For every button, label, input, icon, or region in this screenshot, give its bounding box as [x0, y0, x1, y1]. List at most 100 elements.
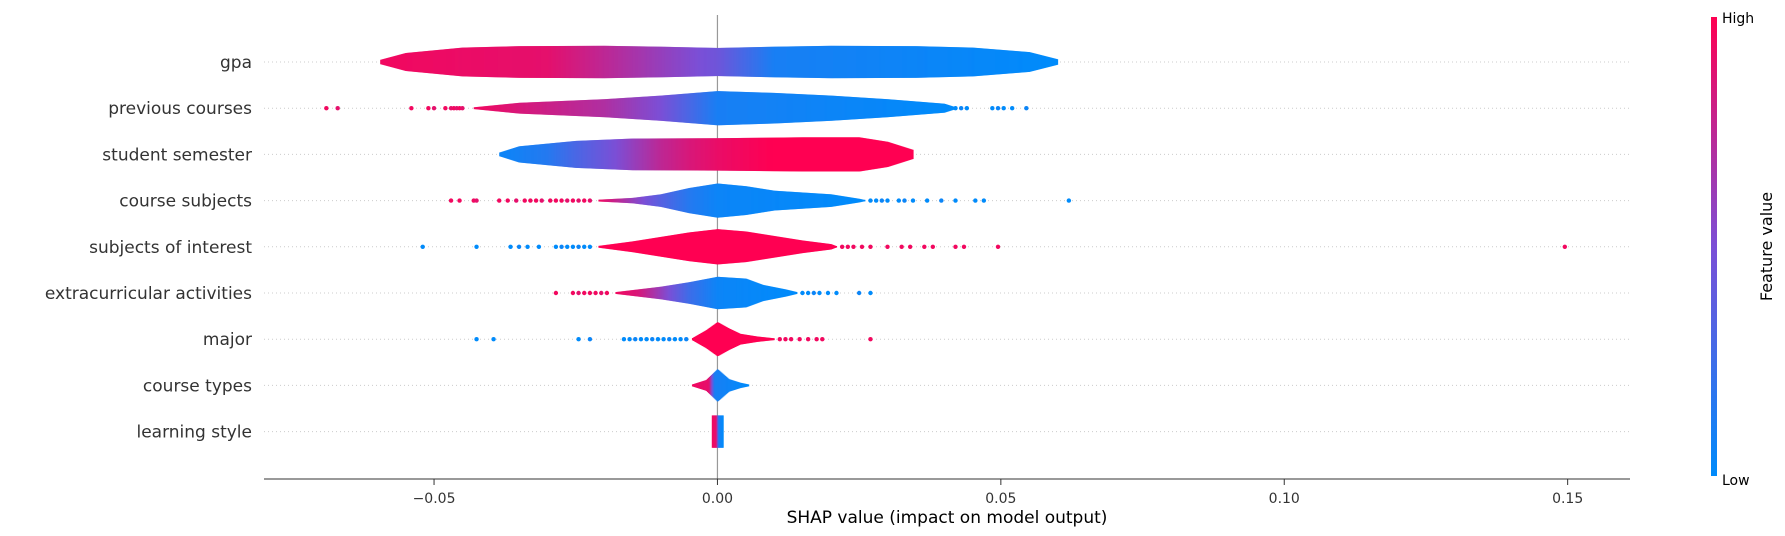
violin-slice	[872, 98, 875, 119]
violin-slice	[608, 98, 611, 118]
violin-slice	[605, 99, 608, 118]
violin-slice	[485, 106, 488, 111]
violin-slice	[757, 137, 759, 172]
violin-slice	[804, 240, 807, 253]
violin-slice	[609, 45, 612, 79]
violin-slice	[605, 199, 607, 202]
violin-slice	[772, 137, 774, 172]
violin-slice	[610, 45, 613, 79]
violin-slice	[893, 143, 895, 166]
violin-slice	[894, 144, 896, 165]
violin-slice	[707, 278, 709, 308]
violin-slice	[846, 45, 849, 79]
violin-slice	[823, 137, 825, 172]
violin-slice	[811, 193, 814, 209]
violin-slice	[431, 50, 433, 74]
violin-slice	[629, 198, 631, 204]
violin-slice	[640, 96, 643, 120]
violin-slice	[594, 99, 597, 117]
violin-slice	[698, 92, 701, 124]
violin-slice	[528, 46, 530, 78]
violin-slice	[786, 137, 788, 172]
violin-slice	[699, 92, 702, 124]
violin-slice	[576, 140, 578, 168]
violin-slice	[606, 99, 609, 118]
violin-slice	[967, 47, 970, 77]
violin-slice	[612, 139, 614, 170]
violin-slice	[503, 151, 505, 158]
violin-slice	[739, 91, 742, 125]
violin-slice	[584, 45, 587, 79]
violin-slice	[741, 185, 743, 216]
violin-slice	[796, 46, 799, 78]
violin-slice	[1021, 51, 1024, 73]
violin-slice	[436, 50, 438, 74]
violin-slice	[616, 46, 619, 78]
violin-slice	[603, 199, 605, 202]
violin-slice	[615, 139, 617, 170]
violin-slice	[1015, 51, 1018, 73]
violin-slice	[612, 243, 614, 250]
violin-slice	[500, 104, 503, 112]
violin-slice	[692, 337, 695, 341]
violin-slice	[791, 291, 794, 295]
violin-slice	[941, 46, 944, 78]
violin-slice	[844, 137, 846, 172]
violin-slice	[855, 198, 858, 203]
violin-slice	[863, 137, 865, 171]
violin-slice	[867, 97, 870, 119]
violin-slice	[715, 91, 718, 126]
violin-slice	[743, 185, 745, 216]
violin-slice	[605, 244, 607, 249]
violin-slice	[726, 91, 729, 125]
violin-slice	[678, 94, 681, 123]
violin-slice	[841, 96, 844, 121]
violin-slice	[530, 102, 533, 115]
violin-slice	[623, 46, 626, 78]
violin-slice	[701, 138, 703, 171]
violin-slice	[632, 46, 635, 78]
violin-slice	[662, 138, 664, 171]
outlier-point	[559, 244, 564, 249]
violin-slice	[665, 138, 667, 171]
violin-slice	[1051, 57, 1054, 67]
violin-slice	[860, 199, 863, 202]
outlier-point	[565, 244, 570, 249]
violin-slice	[520, 146, 522, 163]
violin-slice	[836, 96, 839, 121]
violin-slice	[766, 46, 769, 78]
violin-slice	[447, 49, 449, 75]
violin-slice	[710, 375, 713, 396]
violin-slice	[619, 139, 621, 170]
violin-slice	[780, 288, 783, 298]
violin-slice	[1004, 50, 1007, 74]
outlier-point	[533, 198, 539, 203]
violin-slice	[797, 137, 799, 172]
violin-slice	[623, 97, 626, 119]
violin-slice	[865, 45, 868, 79]
violin-slice	[697, 334, 700, 344]
violin-slice	[657, 95, 660, 121]
violin-slice	[683, 283, 685, 303]
violin-slice	[912, 101, 915, 116]
violin-slice	[564, 45, 566, 79]
violin-slice	[723, 184, 725, 218]
violin-slice	[788, 290, 791, 296]
violin-slice	[729, 230, 732, 264]
violin-slice	[777, 137, 779, 172]
violin-slice	[719, 47, 722, 77]
violin-slice	[481, 47, 483, 77]
violin-slice	[427, 50, 429, 74]
violin-slice	[841, 196, 844, 206]
violin-slice	[607, 98, 610, 118]
outlier-point	[859, 244, 865, 249]
violin-slice	[616, 139, 618, 170]
violin-slice	[916, 101, 919, 115]
violin-slice	[432, 50, 434, 74]
violin-slice	[706, 278, 708, 308]
violin-slice	[756, 336, 758, 342]
violin-slice	[636, 138, 638, 171]
violin-slice	[662, 46, 665, 78]
violin-slice	[595, 140, 597, 169]
violin-slice	[413, 52, 415, 72]
